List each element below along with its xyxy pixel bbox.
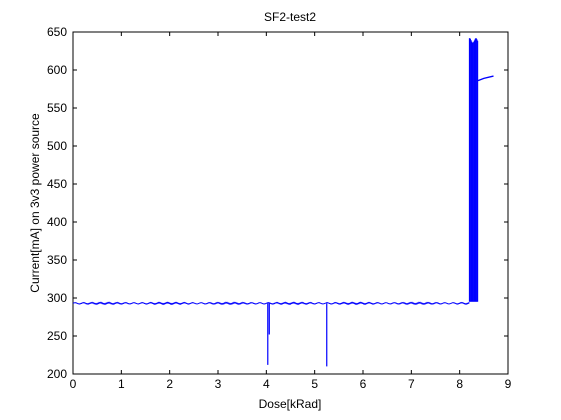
- chart-title: SF2-test2: [264, 10, 316, 24]
- y-tick-label: 450: [47, 177, 67, 191]
- x-tick-label: 4: [263, 377, 270, 391]
- y-tick-label: 250: [47, 329, 67, 343]
- axis-ticks: 0 1 2 3 4 5 6 7 8 9 200 250 300 350 400 450 500 550 600 650: [47, 25, 512, 391]
- x-axis-label: Dose[kRad]: [259, 397, 322, 411]
- data-series: [72, 38, 494, 367]
- x-tick-label: 0: [70, 377, 77, 391]
- series-tail: [477, 75, 494, 82]
- y-tick-label: 200: [47, 367, 67, 381]
- y-tick-label: 600: [47, 63, 67, 77]
- y-tick-label: 350: [47, 253, 67, 267]
- x-tick-label: 6: [360, 377, 367, 391]
- y-tick-label: 650: [47, 25, 67, 39]
- x-tick-label: 9: [505, 377, 512, 391]
- y-axis-label: Current[mA] on 3v3 power source: [28, 113, 42, 293]
- x-tick-label: 1: [118, 377, 125, 391]
- series-oscillation: [468, 38, 479, 302]
- y-tick-label: 550: [47, 101, 67, 115]
- series-baseline: [72, 301, 470, 306]
- x-tick-label: 3: [215, 377, 222, 391]
- x-tick-label: 2: [166, 377, 173, 391]
- y-tick-label: 400: [47, 215, 67, 229]
- x-tick-label: 5: [311, 377, 318, 391]
- x-tick-label: 7: [408, 377, 415, 391]
- y-tick-label: 300: [47, 291, 67, 305]
- x-tick-label: 8: [456, 377, 463, 391]
- y-tick-label: 500: [47, 139, 67, 153]
- plot-area: [72, 31, 509, 375]
